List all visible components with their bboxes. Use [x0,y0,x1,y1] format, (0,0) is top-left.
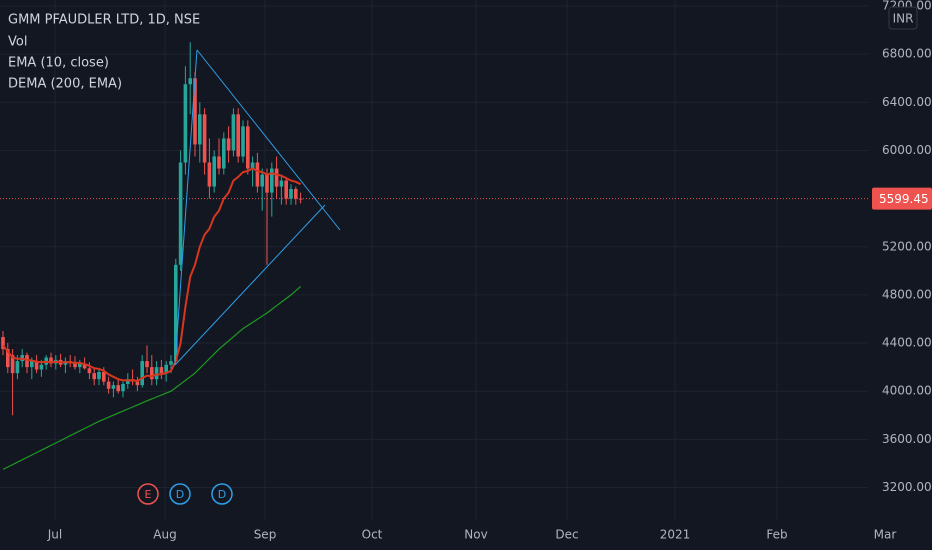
candle-body [222,138,226,169]
candle-body [188,78,192,85]
candle-body [231,114,236,151]
x-tick-label: Feb [766,528,787,542]
candle-body [236,114,240,157]
x-tick-label: Oct [362,528,383,542]
candle-body [10,355,15,374]
candle-body [298,198,303,200]
candle-body [97,371,101,380]
trend-line [196,49,341,231]
candle-body [159,367,164,374]
candle-body [255,162,260,187]
event-marker [137,483,159,505]
y-tick-label: 5200.00 [882,239,932,253]
trend-line [174,204,326,366]
candle-body [193,78,197,145]
y-tick-label: 4000.00 [882,384,932,398]
candle-body [183,84,188,163]
candle-body [34,361,39,370]
y-tick-label: 3600.00 [882,432,932,446]
candle-body [289,188,293,199]
candle-body [150,367,154,380]
candle-body [164,364,168,374]
event-marker [169,483,191,505]
x-tick-label: 2021 [660,528,691,542]
legend-item: DEMA (200, EMA) [8,77,122,92]
candle-body [145,361,149,368]
symbol-title: GMM PFAUDLER LTD, 1D, NSE [8,13,200,28]
candle-body [198,114,202,145]
y-tick-label: 6000.00 [882,143,932,157]
candle-body [87,368,92,374]
candle-body [274,168,279,187]
candle-body [212,156,216,187]
candle-body [260,174,264,187]
candle-body [1,337,5,350]
candle-body [241,126,245,157]
legend-item: Vol [8,35,27,50]
price-axis [868,0,932,550]
candle-body [111,385,116,389]
axes: 3200.00 3600.00 4000.00 4400.00 4800.00 5200.… [47,0,932,542]
y-tick-label: 4400.00 [882,336,932,350]
candle-body [174,264,178,362]
currency-button[interactable] [888,6,918,30]
candle-body [106,381,111,389]
currency-label[interactable]: INR [893,12,914,26]
candle-body [294,188,298,199]
candle-body [178,162,183,265]
candle-body [126,379,130,384]
x-tick-label: Mar [874,528,897,542]
candle-body [73,362,77,368]
candle-body [30,361,34,368]
trend-line [174,49,198,366]
candle-body [169,361,173,365]
candle-body [6,349,10,368]
x-tick-label: Sep [254,528,277,542]
y-tick-label: 4800.00 [882,287,932,301]
event-marker [211,483,233,505]
candle-body [284,180,288,199]
candle-body [270,168,274,193]
legend-item: EMA (10, close) [8,56,109,71]
candle-body [279,180,284,187]
candle-body [15,361,20,374]
candle-body [140,361,144,386]
candle-body [121,383,125,392]
candle-body [217,156,221,169]
candle-body [135,381,140,386]
candle-body [102,371,106,382]
candle-body [226,138,231,151]
candle-body [154,367,159,380]
event-label: D [176,488,184,501]
y-tick-label: 3200.00 [882,480,932,494]
indicator-line [2,286,301,470]
y-tick-label: 6400.00 [882,95,932,109]
x-tick-label: Aug [153,528,176,542]
last-price-badge [872,187,932,210]
candle-body [92,373,96,380]
candle-body [39,364,44,370]
candle-body [78,363,82,368]
candle-body [202,114,207,163]
indicator-line [2,167,302,383]
last-price-label: 5599.45 [879,192,929,206]
time-axis [0,520,868,550]
candle-body [250,162,255,169]
x-tick-label: Dec [555,528,578,542]
candle-body [82,363,87,369]
candle-body [116,385,120,392]
candle-body [207,162,212,187]
event-label: E [145,488,152,501]
x-tick-label: Jul [47,528,62,542]
y-tick-label: 6800.00 [882,47,932,61]
candle-body [49,357,53,364]
event-label: D [218,488,226,501]
candle-body [246,126,250,169]
x-tick-label: Nov [464,528,487,542]
candle-body [25,355,29,368]
candle-body [265,174,269,193]
